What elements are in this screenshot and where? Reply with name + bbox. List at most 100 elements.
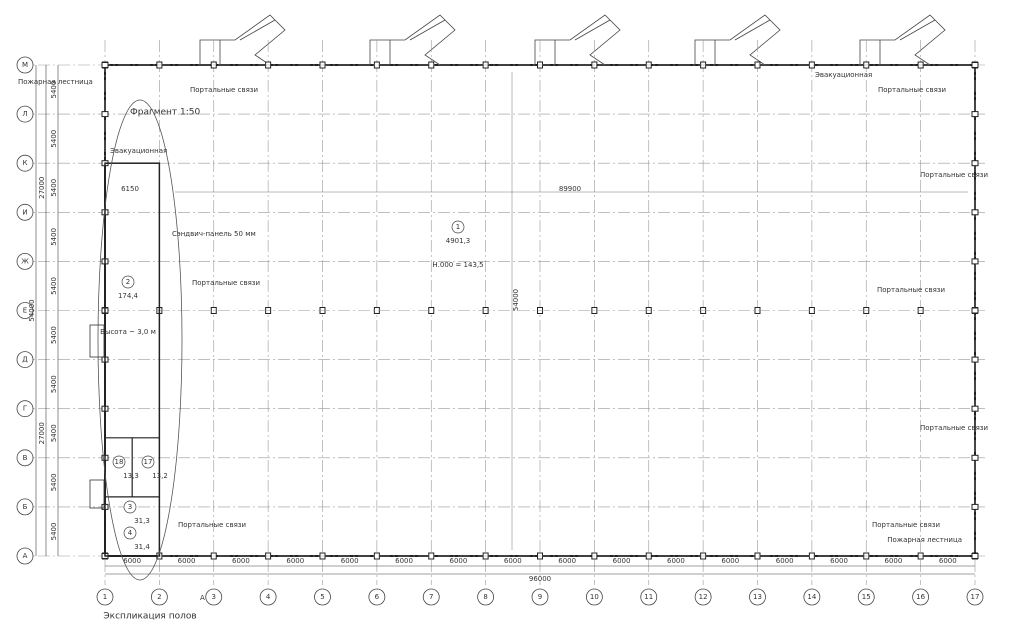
column-label: 6 <box>375 593 380 601</box>
annotation: Сэндвич-панель 50 мм <box>172 230 256 238</box>
row-label: А <box>23 552 28 560</box>
room-bubble <box>141 455 155 469</box>
row-label: Д <box>22 356 28 364</box>
annotation: Портальные связи <box>872 521 940 529</box>
dimension: 5400 <box>50 375 58 393</box>
dimension: 5400 <box>50 326 58 344</box>
dimension: 5400 <box>50 523 58 541</box>
column <box>971 553 979 559</box>
column-label: 17 <box>971 593 980 601</box>
annotation: Эвакуационная <box>815 71 872 79</box>
room-area: 13,3 <box>123 472 139 480</box>
room-bubble <box>123 526 137 540</box>
column-label: 3 <box>212 593 216 601</box>
column <box>971 307 979 314</box>
dimension: 6000 <box>504 557 522 565</box>
dimension: 5400 <box>50 179 58 197</box>
column-label: 2 <box>157 593 161 601</box>
dimension: 5400 <box>50 130 58 148</box>
dimension: 6000 <box>123 557 141 565</box>
dimension: 6000 <box>885 557 903 565</box>
column <box>971 160 979 167</box>
axis-bubble <box>259 588 277 606</box>
room-number: 4 <box>128 529 133 537</box>
dimension: 5400 <box>50 473 58 491</box>
dimension: 6000 <box>286 557 304 565</box>
room-number: 17 <box>144 458 153 466</box>
axis-bubble <box>966 588 984 606</box>
axis-bubble <box>16 498 34 516</box>
canopy <box>859 14 946 66</box>
dimension: 5400 <box>50 228 58 246</box>
room-number: 1 <box>456 223 460 231</box>
axis-bubble <box>16 105 34 123</box>
column <box>101 62 109 68</box>
column-label: 5 <box>320 593 324 601</box>
annotation: Портальные связи <box>192 279 260 287</box>
column-label: 10 <box>590 593 599 601</box>
axis-bubble <box>16 56 34 74</box>
annotation: Фрагмент 1:50 <box>130 108 201 118</box>
fragment-outline <box>97 99 183 581</box>
row-label: Л <box>22 110 27 118</box>
row-label: Г <box>23 405 27 413</box>
dimension: 96000 <box>529 575 551 583</box>
dimension: 27000 <box>38 177 46 199</box>
column <box>101 111 109 118</box>
row-label: Е <box>23 307 27 315</box>
canopy <box>199 14 286 66</box>
dimension: 6000 <box>178 557 196 565</box>
room-number: 3 <box>128 503 132 511</box>
axis-bubble <box>16 449 34 467</box>
column-label: 16 <box>916 593 925 601</box>
room-area: 31,4 <box>134 543 150 551</box>
column <box>971 111 979 118</box>
dimension: 5400 <box>50 81 58 99</box>
gate-canopies <box>199 14 946 66</box>
row-label: Б <box>23 503 28 511</box>
dimension: 6000 <box>667 557 685 565</box>
column-label: 12 <box>699 593 708 601</box>
axis-bubble <box>314 588 331 606</box>
dimension: 6000 <box>232 557 250 565</box>
dimension: 54000 <box>28 299 36 321</box>
column <box>971 209 979 216</box>
dimension: 6000 <box>450 557 468 565</box>
column-label: 4 <box>266 593 271 601</box>
column <box>971 503 979 510</box>
axis-bubble <box>150 588 168 606</box>
axis-bubble <box>16 252 34 270</box>
column <box>971 454 979 461</box>
dimension: 6000 <box>939 557 957 565</box>
room-bubble <box>451 220 465 234</box>
dimension: 5400 <box>50 277 58 295</box>
dimension: 6000 <box>721 557 739 565</box>
column-label: 1 <box>103 593 107 601</box>
axis-bubble <box>368 588 386 606</box>
axis-bubble <box>857 588 875 606</box>
annotation: Пожарная лестница <box>18 78 93 86</box>
dimension: 54000 <box>512 289 520 311</box>
room-area: 31,3 <box>134 517 150 525</box>
annotation: Эвакуационная <box>110 147 167 155</box>
dimension: 6000 <box>395 557 413 565</box>
annotation: Экспликация полов <box>103 612 196 622</box>
axis-bubble <box>96 588 114 606</box>
room-number: 2 <box>126 278 130 286</box>
column <box>971 356 979 363</box>
axis-bubble <box>912 588 930 606</box>
column <box>971 405 979 412</box>
canopy <box>369 14 456 66</box>
axis-bubble <box>531 588 549 606</box>
room-number: 18 <box>115 458 124 466</box>
room-bubble <box>123 500 137 514</box>
axis-bubble <box>16 154 34 172</box>
room-bubble <box>121 275 135 289</box>
room-area: 174,4 <box>118 292 139 300</box>
column-label: 11 <box>644 593 653 601</box>
stairs <box>89 479 105 509</box>
annotation: Портальные связи <box>878 86 946 94</box>
dimension: 89900 <box>559 185 581 193</box>
column <box>971 62 979 68</box>
